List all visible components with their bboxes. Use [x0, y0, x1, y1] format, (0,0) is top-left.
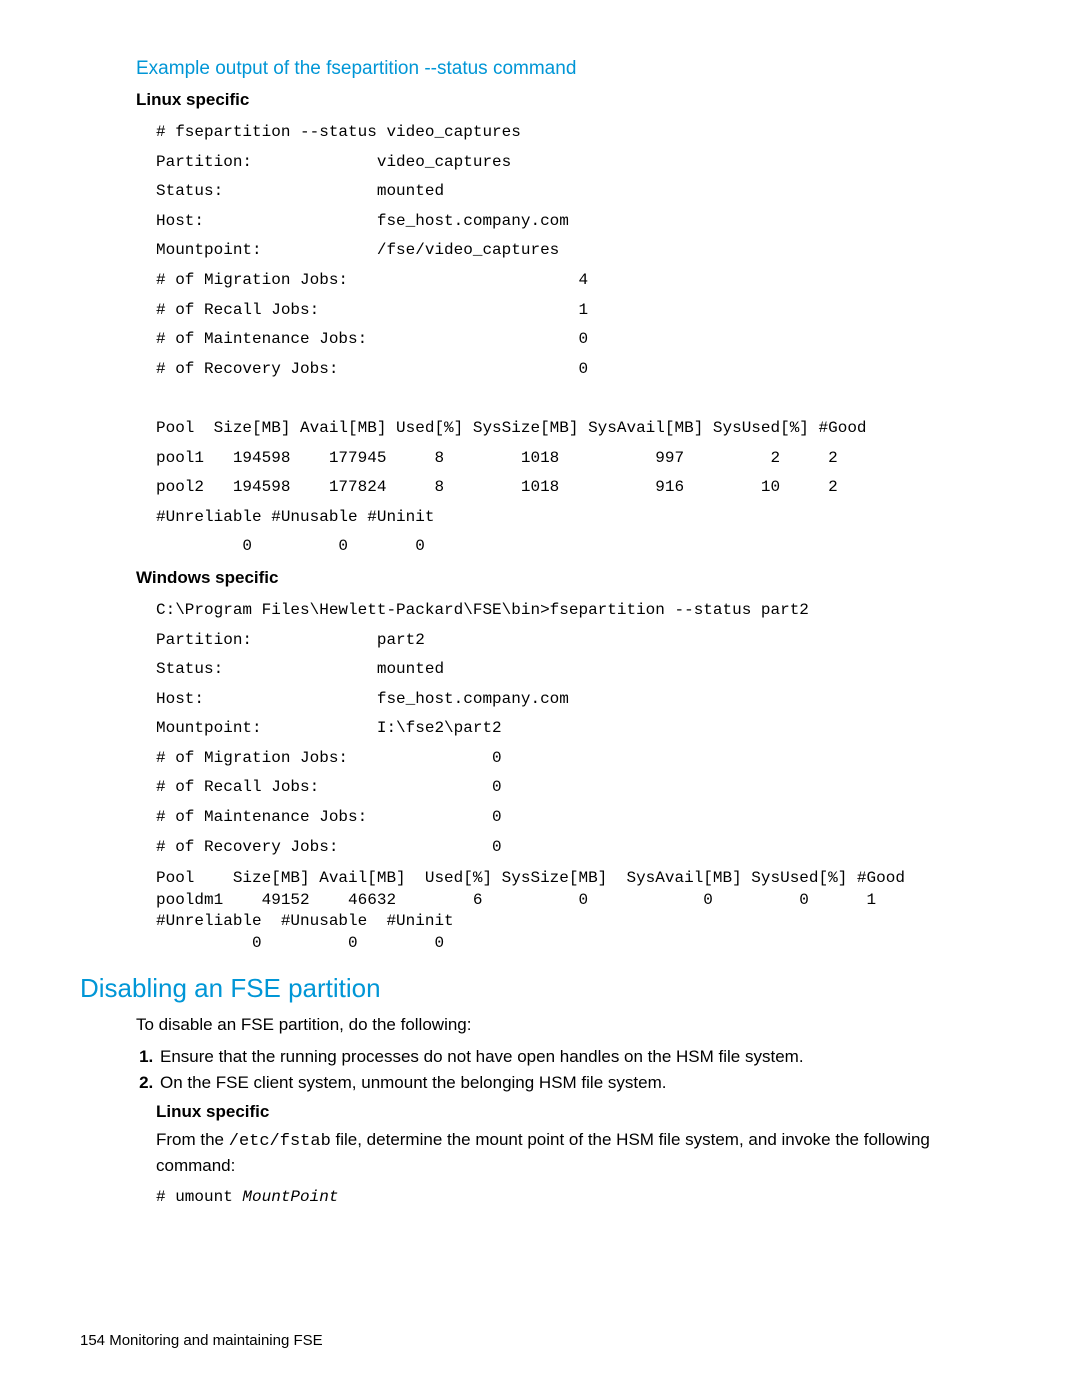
code-block-linux: # fsepartition --status video_captures P… [156, 118, 1000, 562]
step-1: Ensure that the running processes do not… [158, 1045, 1000, 1070]
code-block-windows-2: Pool Size[MB] Avail[MB] Used[%] SysSize[… [156, 868, 1000, 954]
heading-windows-specific: Windows specific [136, 568, 1000, 588]
disable-steps-list: Ensure that the running processes do not… [136, 1045, 1000, 1096]
step-2: On the FSE client system, unmount the be… [158, 1071, 1000, 1096]
disable-intro-text: To disable an FSE partition, do the foll… [136, 1014, 1000, 1037]
fstab-code: /etc/fstab [229, 1132, 331, 1151]
heading-linux-specific: Linux specific [136, 90, 1000, 110]
umount-command: # umount MountPoint [156, 1183, 1000, 1213]
page-number: 154 [80, 1332, 105, 1349]
fstab-pre: From the [156, 1130, 229, 1149]
umount-cmd: # umount [156, 1188, 242, 1206]
footer-label: Monitoring and maintaining FSE [105, 1332, 323, 1349]
code-block-windows-1: C:\Program Files\Hewlett-Packard\FSE\bin… [156, 596, 1000, 862]
heading-example-output: Example output of the fsepartition --sta… [136, 58, 1000, 80]
page-root: Example output of the fsepartition --sta… [0, 0, 1080, 1397]
umount-arg: MountPoint [242, 1188, 338, 1206]
heading-linux-specific-2: Linux specific [156, 1102, 1000, 1122]
page-footer: 154 Monitoring and maintaining FSE [80, 1332, 323, 1349]
fstab-text: From the /etc/fstab file, determine the … [156, 1128, 1000, 1178]
heading-disabling: Disabling an FSE partition [80, 973, 1000, 1004]
